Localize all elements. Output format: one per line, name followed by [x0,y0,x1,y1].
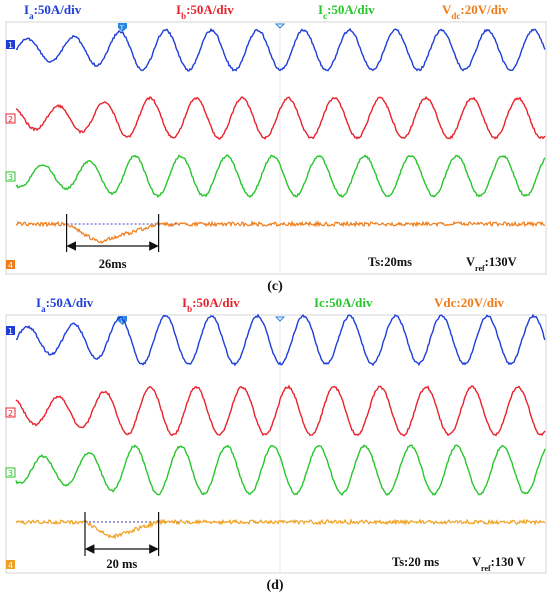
channel-4-marker-c [6,260,15,269]
header-vdc-c: Vdc:20V/div [442,2,509,21]
channel-4-marker-d [6,560,15,569]
panel-c: Ia:50A/div Ib:50A/div Ic:50A/div Vdc:20V… [5,2,547,294]
trigger-icon-c [118,23,127,32]
series-ia-trace-c [15,27,546,72]
position-icon-c [274,23,286,29]
header-vdc-d: Vdc:20V/div [434,295,505,310]
caption-c: (c) [267,279,283,294]
caption-d: (d) [266,578,283,593]
channel-1-text-d: 1 [8,327,13,336]
trigger-letter-c: T [119,25,124,32]
panel-d: Ia:50A/div Ib:50A/div Ic:50A/div Vdc:20V… [5,295,547,593]
channel-1-marker-d [6,326,15,335]
header-ia-d: Ia:50A/div [36,295,94,314]
header-ib-c: Ib:50A/div [176,2,234,21]
series-vdc-trace-c [15,219,546,245]
channel-3-marker-c [5,171,16,182]
plot-frame-c [5,21,547,275]
dip-duration-label-c: 26ms [99,257,127,271]
header-ia-c: Ia:50A/div [24,2,82,21]
channel-2-text-c: 2 [8,115,13,124]
vref-label-d: Vref:130 V [472,555,526,573]
trigger-letter-d: T [119,318,124,325]
dip-duration-label-d: 20 ms [106,557,137,571]
plot-frame-d [5,314,547,574]
channel-3-text-d: 3 [8,469,13,478]
channel-3-marker-d [5,467,16,478]
time-base-label-c: Ts:20ms [368,255,412,269]
series-ic-trace-c [15,154,546,199]
series-ia-trace-d [15,313,546,367]
channel-1-text-c: 1 [8,41,13,50]
vref-label-c: Vref:130V [466,255,517,273]
header-ic-d: Ic:50A/div [314,295,373,310]
channel-4-text-c: 4 [8,261,13,270]
header-ic-c: Ic:50A/div [318,2,375,21]
channel-2-marker-c [5,113,16,124]
header-ib-d: Ib:50A/div [182,295,240,314]
time-base-label-d: Ts:20 ms [392,555,439,569]
series-vdc-trace-d [15,518,546,540]
channel-4-text-d: 4 [8,561,13,570]
position-icon-d [274,316,286,322]
channel-1-marker-c [6,40,15,49]
series-ic-trace-d [15,444,546,496]
channel-2-text-d: 2 [8,409,13,418]
series-ib-trace-d [15,384,546,437]
series-ib-trace-c [16,96,546,140]
channel-3-text-c: 3 [8,173,13,182]
channel-2-marker-d [5,407,16,418]
